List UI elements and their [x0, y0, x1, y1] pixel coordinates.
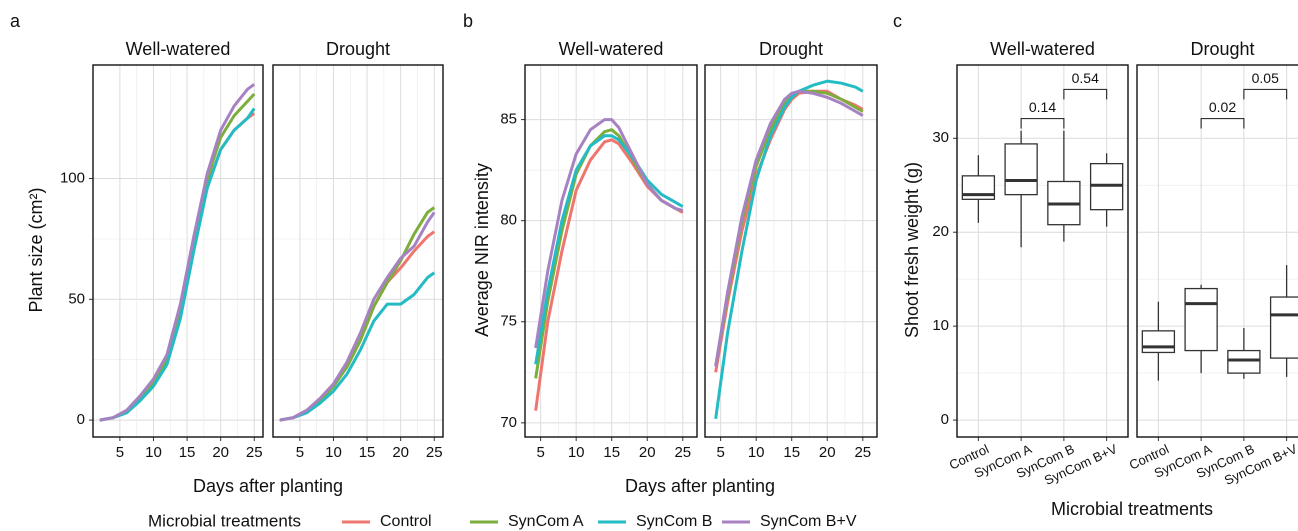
y-tick-label: 80	[500, 212, 517, 229]
y-tick-label: 20	[932, 223, 949, 240]
x-tick-label: 10	[748, 444, 765, 461]
y-tick-label: 10	[932, 317, 949, 334]
x-tick-label: 15	[603, 444, 620, 461]
series-line	[534, 134, 684, 365]
x-tick-label: 15	[783, 444, 800, 461]
box	[1269, 296, 1298, 359]
panel-background	[525, 65, 697, 437]
x-tick-label: 25	[246, 444, 263, 461]
comparison-bracket	[1200, 117, 1245, 129]
p-value-label: 0.02	[1209, 99, 1236, 115]
legend-label: Control	[380, 513, 432, 530]
series-line	[279, 271, 436, 422]
facet-title: Well-watered	[126, 39, 231, 59]
panel-border	[1136, 64, 1298, 438]
x-tick-label: 15	[359, 444, 376, 461]
p-value-label: 0.05	[1252, 70, 1279, 86]
x-tick-label: 10	[325, 444, 342, 461]
x-tick-label: 5	[716, 444, 724, 461]
x-axis-title: Days after planting	[625, 476, 775, 496]
y-tick-label: 50	[68, 290, 85, 307]
x-tick-label: 25	[854, 444, 871, 461]
p-value-label: 0.54	[1072, 70, 1099, 86]
x-tick-label: 25	[674, 444, 691, 461]
comparison-bracket	[1020, 117, 1065, 129]
x-tick-label: 20	[212, 444, 229, 461]
y-tick-label: 100	[60, 170, 85, 187]
x-tick-label: 20	[819, 444, 836, 461]
facet-title: Well-watered	[559, 39, 664, 59]
facet-title: Well-watered	[990, 39, 1095, 59]
y-axis-title: Plant size (cm²)	[26, 187, 46, 312]
facet-title: Drought	[759, 39, 823, 59]
panel-border	[524, 64, 698, 438]
x-axis-title: Microbial treatments	[1051, 499, 1213, 519]
x-tick-label: 10	[568, 444, 585, 461]
y-tick-label: 70	[500, 414, 517, 431]
panel-border	[92, 64, 264, 438]
panel-letter: b	[463, 11, 473, 31]
panel-background	[957, 65, 1128, 437]
panel-background	[93, 65, 263, 437]
panel-background	[1137, 65, 1298, 437]
panel-letter: a	[10, 11, 21, 31]
p-value-label: 0.14	[1029, 99, 1056, 115]
box	[1184, 287, 1218, 352]
y-axis-title: Average NIR intensity	[472, 163, 492, 337]
series-line	[714, 79, 864, 420]
comparison-bracket	[1063, 88, 1108, 100]
series-line	[279, 211, 436, 422]
x-tick-label: 5	[116, 444, 124, 461]
y-tick-label: 0	[941, 411, 949, 428]
x-tick-label: 5	[536, 444, 544, 461]
x-tick-label: 20	[639, 444, 656, 461]
legend-title: Microbial treatments	[148, 511, 301, 530]
x-tick-label: 20	[392, 444, 409, 461]
x-axis-title: Days after planting	[193, 476, 343, 496]
y-axis-title: Shoot fresh weight (g)	[902, 162, 922, 338]
x-tick-label: 10	[145, 444, 162, 461]
x-tick-label: 25	[426, 444, 443, 461]
comparison-bracket	[1243, 88, 1288, 100]
legend-label: SynCom A	[508, 513, 584, 530]
box	[1004, 143, 1038, 196]
series-line	[99, 83, 256, 422]
panel-border	[956, 64, 1129, 438]
y-tick-label: 0	[77, 411, 85, 428]
x-tick-label: 5	[296, 444, 304, 461]
panel-background	[705, 65, 877, 437]
y-tick-label: 75	[500, 313, 517, 330]
panel-letter: c	[893, 11, 902, 31]
facet-title: Drought	[1190, 39, 1254, 59]
y-tick-label: 30	[932, 129, 949, 146]
box	[1141, 330, 1176, 354]
facet-title: Drought	[326, 39, 390, 59]
panel-border	[704, 64, 878, 438]
panel-border	[272, 64, 444, 438]
legend-label: SynCom B+V	[760, 513, 857, 530]
series-line	[534, 118, 684, 349]
series-line	[714, 89, 864, 367]
legend-label: SynCom B	[636, 513, 712, 530]
y-tick-label: 85	[500, 111, 517, 128]
x-tick-label: 15	[179, 444, 196, 461]
box	[1227, 349, 1261, 374]
series-line	[99, 107, 256, 422]
